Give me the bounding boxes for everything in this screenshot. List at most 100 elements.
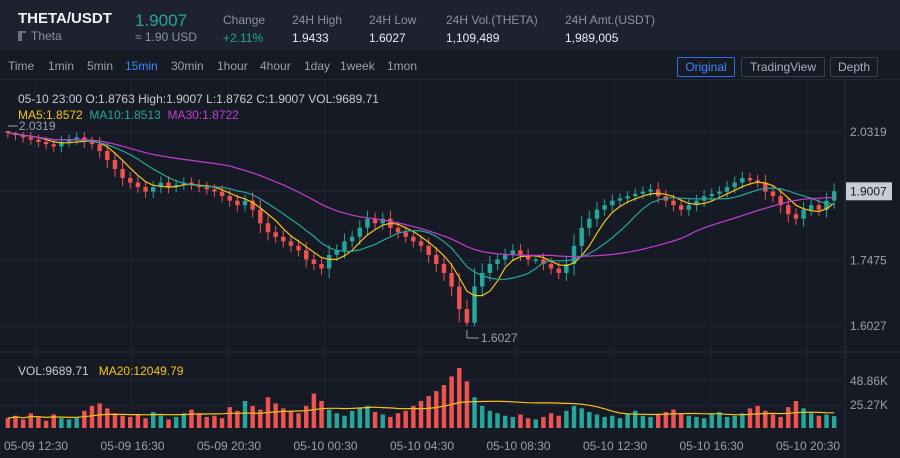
volume-bar <box>763 410 768 428</box>
candle-body <box>74 137 79 140</box>
volume-bar <box>403 410 408 428</box>
volume-bar <box>663 412 669 428</box>
volume-bar <box>349 410 355 428</box>
volume-bar <box>655 414 661 428</box>
volume-bar <box>120 415 125 428</box>
volume-bar <box>717 412 722 428</box>
volume-bar <box>472 397 477 428</box>
time-tick-label: 05-10 16:30 <box>680 439 744 453</box>
candle-body <box>365 218 370 228</box>
volume-bar <box>288 410 294 428</box>
candle-body <box>150 187 156 192</box>
timeframe-1mon[interactable]: 1mon <box>387 59 418 73</box>
volume-bar <box>587 412 592 428</box>
candle-body <box>778 196 783 206</box>
candle-body <box>594 209 600 219</box>
timeframe-1week[interactable]: 1week <box>340 59 375 73</box>
candle-body <box>227 196 232 201</box>
candle-body <box>717 191 722 194</box>
volume-bar <box>594 414 600 428</box>
timeframe-time[interactable]: Time <box>8 59 35 73</box>
candle-body <box>434 254 439 264</box>
volume-bar <box>449 376 454 428</box>
volume-bar <box>617 418 623 428</box>
candle-body <box>28 137 33 140</box>
ticker-header: THETA/USDT Theta 1.9007 ≈ 1.90 USD Chang… <box>0 0 900 50</box>
candle-body <box>395 227 401 233</box>
volume-bar <box>801 408 806 428</box>
view-original-button[interactable]: Original <box>677 57 735 77</box>
candle-body <box>801 209 806 219</box>
kline-chart[interactable]: 2.0319 1.7475 1.6027 48.86K 25.27K 1.9007 2.03… <box>0 79 900 458</box>
candle-body <box>43 141 49 145</box>
candle-body <box>288 241 294 246</box>
volume-bar <box>778 416 783 428</box>
timeframe-4hour[interactable]: 4hour <box>260 59 291 73</box>
volume-bar <box>747 408 753 428</box>
time-tick-label: 05-10 04:30 <box>390 439 454 453</box>
candle-body <box>525 254 531 260</box>
candle-body <box>20 135 26 138</box>
volume-bar <box>13 415 18 428</box>
volume-bar <box>181 413 187 428</box>
candle-body <box>579 227 584 246</box>
theta-logo-icon <box>18 31 26 41</box>
volume-bar <box>502 415 508 428</box>
candle-body <box>204 187 209 190</box>
volume-bar <box>135 414 141 428</box>
candle-body <box>686 205 692 210</box>
candle-body <box>5 131 11 133</box>
candle-body <box>793 214 799 219</box>
candle-body <box>311 259 317 264</box>
volume-bar <box>418 400 424 428</box>
volume-bar <box>105 408 110 428</box>
volume-bar <box>457 368 462 428</box>
timeframe-15min[interactable]: 15min <box>125 59 158 73</box>
candle-body <box>158 182 164 188</box>
volume-bar <box>365 405 370 428</box>
candle-body <box>809 205 814 210</box>
volume-bar <box>602 416 607 428</box>
candle-body <box>66 139 72 142</box>
volume-bar <box>678 413 684 428</box>
ma5-line <box>7 132 835 297</box>
low-marker-label: 1.6027 <box>481 331 518 345</box>
candle-body <box>502 254 508 260</box>
candle-body <box>143 187 148 192</box>
volume-bar <box>487 410 493 428</box>
volume-bar <box>250 405 255 428</box>
price-tick-label: 2.0319 <box>850 125 887 139</box>
volume-bar <box>732 415 737 428</box>
candle-body <box>128 178 133 183</box>
timeframe-1min[interactable]: 1min <box>48 59 75 73</box>
timeframe-1hour[interactable]: 1hour <box>217 59 248 73</box>
candle-body <box>533 259 538 261</box>
volume-bar <box>189 409 194 428</box>
timeframe-30min[interactable]: 30min <box>171 59 204 73</box>
volume-bar <box>533 419 538 428</box>
volume-bar <box>809 413 814 428</box>
candle-body <box>510 250 516 255</box>
candle-body <box>112 159 118 170</box>
time-tick-label: 05-10 20:30 <box>776 439 840 453</box>
volume-bar <box>380 414 385 428</box>
high-marker-label: 2.0319 <box>19 119 56 133</box>
last-price: 1.9007 <box>135 11 187 30</box>
volume-bar <box>204 416 209 428</box>
candle-body <box>548 263 554 269</box>
view-depth-button[interactable]: Depth <box>830 57 878 77</box>
candle-body <box>449 272 454 287</box>
candle-body <box>441 263 447 273</box>
candle-body <box>281 236 286 242</box>
volume-bar <box>158 415 164 428</box>
timeframe-1day[interactable]: 1day <box>304 59 331 73</box>
candle-body <box>349 236 355 242</box>
candle-body <box>265 223 271 233</box>
candle-body <box>732 182 737 188</box>
view-tradingview-button[interactable]: TradingView <box>741 57 825 77</box>
volume-bar <box>82 410 87 428</box>
timeframe-5min[interactable]: 5min <box>87 59 114 73</box>
candle-body <box>326 254 332 269</box>
time-tick-label: 05-10 00:30 <box>294 439 358 453</box>
volume-bar <box>36 416 41 428</box>
